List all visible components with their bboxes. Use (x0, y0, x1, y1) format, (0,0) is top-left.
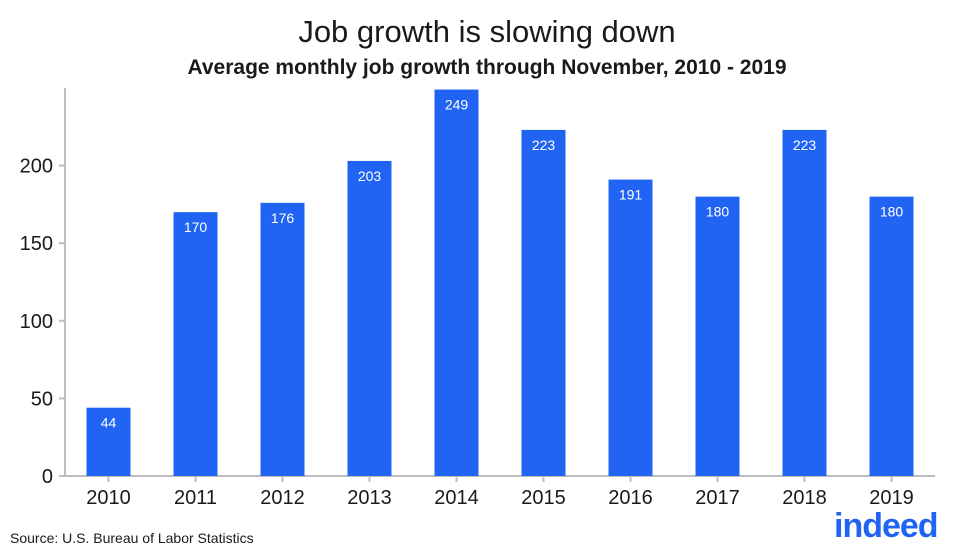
bar-value-label: 249 (445, 97, 469, 113)
bar-value-label: 223 (793, 137, 817, 153)
bar (347, 160, 392, 476)
x-tick-label: 2013 (347, 487, 392, 509)
bar (782, 129, 827, 477)
x-tick-label: 2010 (86, 487, 131, 509)
bar-value-label: 191 (619, 187, 643, 203)
bar (869, 196, 914, 476)
bar (173, 212, 218, 476)
y-tick-label: 200 (20, 156, 53, 178)
y-tick-label: 0 (42, 466, 53, 488)
chart-title: Job growth is slowing down (298, 14, 676, 49)
x-tick-label: 2015 (521, 487, 566, 509)
indeed-logo-text: indeed (834, 507, 939, 545)
chart-subtitle: Average monthly job growth through Novem… (187, 56, 787, 79)
y-tick-label: 100 (20, 311, 53, 333)
bar (434, 89, 479, 476)
bar-value-label: 180 (880, 204, 904, 220)
bar (521, 129, 566, 477)
y-tick-label: 150 (20, 233, 53, 255)
indeed-logo: indeed (834, 505, 954, 547)
bar-value-label: 170 (184, 219, 208, 235)
bar-value-label: 223 (532, 137, 556, 153)
bar-value-label: 203 (358, 168, 382, 184)
bar (695, 196, 740, 476)
bar-value-label: 44 (101, 415, 117, 431)
x-tick-label: 2018 (782, 487, 827, 509)
x-tick-label: 2019 (869, 487, 914, 509)
x-tick-label: 2016 (608, 487, 653, 509)
x-tick-label: 2012 (260, 487, 305, 509)
bar (608, 179, 653, 476)
bar (260, 202, 305, 476)
x-tick-label: 2014 (434, 487, 479, 509)
y-tick-label: 50 (31, 388, 53, 410)
x-tick-label: 2011 (174, 487, 217, 509)
source-note: Source: U.S. Bureau of Labor Statistics (10, 530, 254, 546)
bar-value-label: 176 (271, 210, 295, 226)
bar (86, 407, 131, 476)
x-tick-label: 2017 (695, 487, 740, 509)
bar-value-label: 180 (706, 204, 730, 220)
